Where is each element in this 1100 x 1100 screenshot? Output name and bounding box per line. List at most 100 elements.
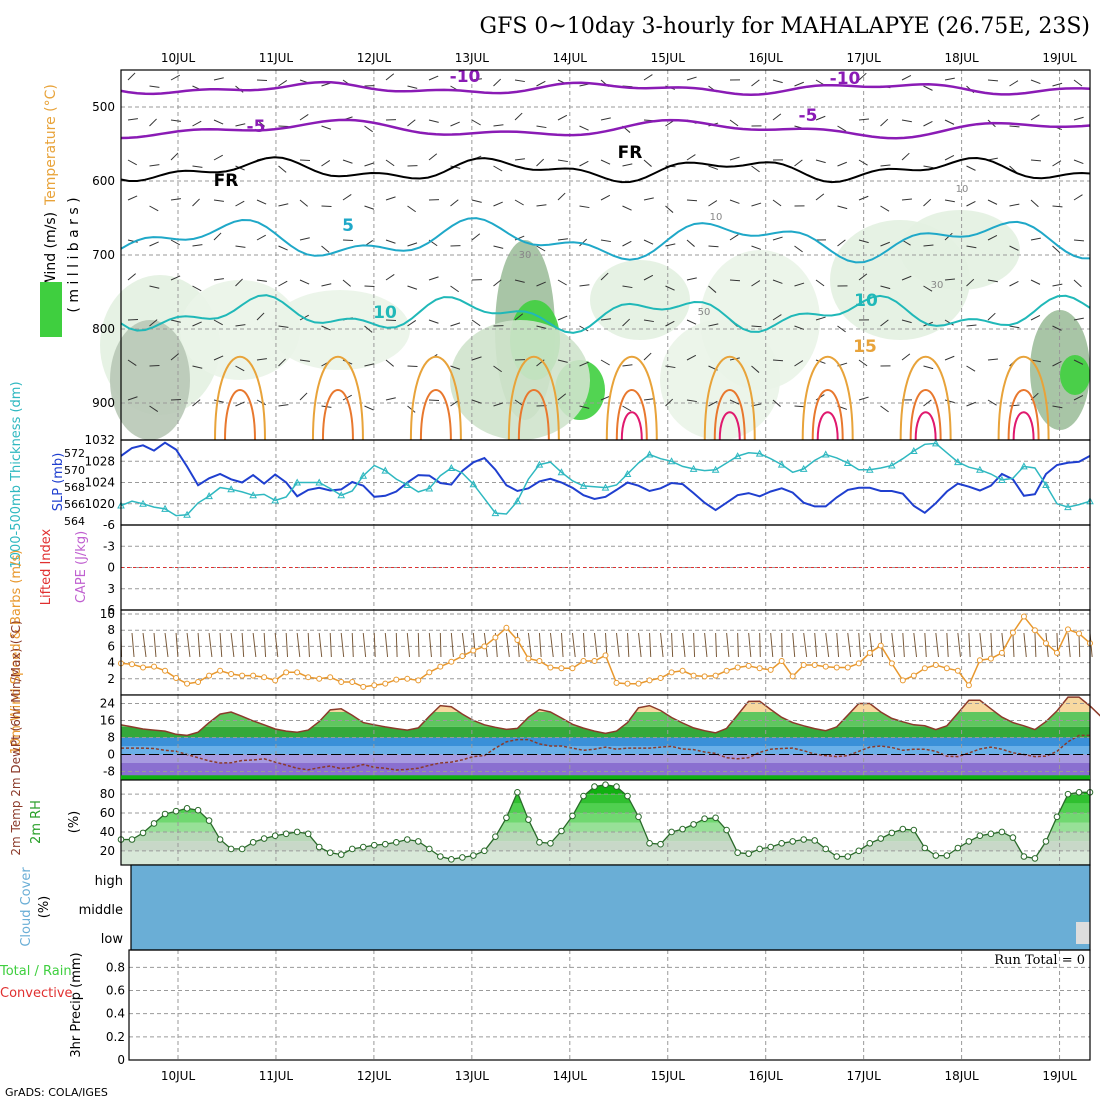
wind-speed-point: [998, 649, 1005, 656]
isotherm-15: [801, 356, 854, 441]
wind-barb: [729, 199, 740, 204]
wind-barb: [256, 358, 267, 361]
wind-speed-point: [844, 664, 851, 671]
wind-barb: [364, 205, 375, 210]
rh-band: [121, 822, 1090, 832]
rh-point: [326, 849, 334, 857]
isotherm-label: -5: [799, 106, 818, 126]
wind-barb: [901, 152, 910, 161]
wind-speed-point: [943, 665, 950, 672]
wind-barb: [407, 242, 418, 247]
wind-barb: [407, 285, 418, 290]
rh-point: [668, 828, 675, 836]
rh-point: [426, 845, 433, 853]
thickness-point: [513, 497, 522, 505]
wind-barb: [127, 72, 136, 81]
rh-point: [415, 838, 422, 845]
wind-barb: [944, 77, 955, 81]
wind-barb: [192, 120, 202, 127]
wind-speed-point: [624, 680, 631, 687]
rh-point: [613, 783, 620, 790]
date-label-bottom: 10JUL: [161, 1069, 196, 1083]
wind-speed-point: [184, 680, 191, 687]
wind-barb: [364, 363, 375, 367]
temp-band: [121, 737, 1090, 746]
rh-band: [121, 831, 1090, 842]
wind-barb: [278, 165, 287, 173]
isotherm-label: 15: [853, 337, 877, 357]
wind-speed-point: [569, 665, 576, 672]
wind-barb: [213, 119, 224, 125]
wind-barb: [944, 155, 955, 161]
wind-barb: [837, 239, 846, 247]
wind-barb: [514, 313, 524, 321]
wind-barb: [127, 359, 137, 367]
rh-contour-label: 10: [710, 212, 723, 223]
wind-barb: [385, 159, 395, 167]
thickness-point: [865, 465, 874, 473]
wind-speed-point: [580, 658, 587, 664]
wind-barb: [987, 358, 998, 361]
isotherm-15: [703, 356, 756, 441]
wind-barb: [278, 79, 288, 87]
wind-speed-point: [734, 664, 741, 671]
wind-barb: [923, 85, 933, 91]
precip-tick: 0.2: [106, 1030, 125, 1044]
wind-barb: [192, 321, 202, 327]
wind-barb: [729, 399, 740, 405]
isotherm-label: 10: [373, 303, 397, 323]
wind-barb: [192, 244, 203, 247]
wind-barb: [772, 113, 782, 121]
precip-convective-label: Convective: [0, 986, 73, 1001]
wind-barb: [235, 365, 245, 372]
rh-point: [128, 836, 136, 843]
wind-barb: [751, 165, 760, 173]
wind-barb: [557, 238, 568, 241]
wind-barb: [384, 632, 389, 658]
isotherm-15: [605, 356, 658, 441]
wind-barb: [170, 398, 182, 401]
wind-barb: [726, 632, 730, 658]
wind-barb: [407, 205, 416, 213]
wind-speed-point: [547, 664, 554, 671]
rh-point: [503, 814, 510, 822]
wind-barb: [549, 632, 554, 658]
rh-point: [183, 805, 191, 812]
wind-barb: [1009, 325, 1020, 329]
wind-barb: [990, 632, 993, 658]
wind-barb: [966, 165, 976, 171]
thickness-point: [337, 491, 346, 499]
wind-barb: [278, 404, 289, 407]
wind-barb: [1073, 279, 1082, 288]
wind-barb: [536, 245, 546, 252]
wind-barb: [493, 245, 504, 249]
rh-point: [238, 845, 246, 853]
thickness-tick: 568: [64, 481, 85, 494]
wind-speed-point: [987, 655, 994, 662]
rh-point: [624, 792, 631, 800]
isotherm-minus5: [120, 118, 1091, 140]
thickness-point: [161, 504, 169, 512]
rh-point: [172, 807, 180, 815]
wind-barb: [1009, 125, 1020, 128]
wind-barb: [428, 632, 432, 658]
wind-barb: [192, 198, 200, 207]
wind-barb: [686, 76, 697, 81]
wind-barb: [944, 278, 955, 281]
wind-barb: [579, 125, 589, 131]
wind-barb: [880, 405, 889, 413]
rh-point: [943, 852, 951, 859]
wind-speed-point: [228, 670, 235, 677]
wind-barb: [836, 632, 840, 658]
wind-speed-point: [954, 667, 961, 674]
rh-tick: 80: [100, 787, 115, 801]
wind-barb: [715, 632, 717, 658]
rh-point: [877, 835, 885, 842]
wind-speed-point: [393, 676, 400, 683]
cloud-gap: [1076, 922, 1090, 944]
wind-barb: [622, 364, 633, 367]
wind-barb: [643, 159, 652, 167]
wind-tick: 8: [107, 623, 115, 637]
date-label-bottom: 17JUL: [847, 1069, 882, 1083]
wind-barb: [450, 199, 459, 207]
